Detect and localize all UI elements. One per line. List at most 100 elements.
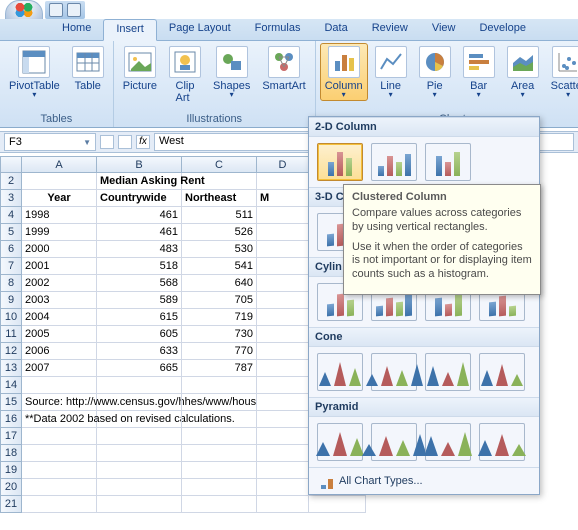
row-header-6[interactable]: 6 <box>0 241 22 258</box>
select-all-corner[interactable] <box>0 156 22 173</box>
cell[interactable]: 640 <box>182 275 257 292</box>
cell[interactable]: 526 <box>182 224 257 241</box>
cell[interactable]: 770 <box>182 343 257 360</box>
row-header-4[interactable]: 4 <box>0 207 22 224</box>
chart-thumb[interactable] <box>425 423 471 461</box>
cell[interactable]: Median Asking Rent <box>97 173 182 190</box>
cell[interactable]: 518 <box>97 258 182 275</box>
smartart-button[interactable]: SmartArt <box>257 43 310 95</box>
cell[interactable]: 1999 <box>22 224 97 241</box>
row-header-14[interactable]: 14 <box>0 377 22 394</box>
cell[interactable]: Year <box>22 190 97 207</box>
row-header-5[interactable]: 5 <box>0 224 22 241</box>
cell[interactable]: 665 <box>97 360 182 377</box>
chart-thumb[interactable] <box>479 423 525 461</box>
row-header-21[interactable]: 21 <box>0 496 22 513</box>
column-header-B[interactable]: B <box>97 156 182 173</box>
cell[interactable]: 2005 <box>22 326 97 343</box>
cell[interactable] <box>257 445 309 462</box>
cell[interactable]: 2000 <box>22 241 97 258</box>
cell[interactable] <box>97 411 182 428</box>
cell[interactable] <box>257 275 309 292</box>
cell[interactable] <box>97 394 182 411</box>
cell[interactable] <box>257 428 309 445</box>
row-header-18[interactable]: 18 <box>0 445 22 462</box>
cell[interactable] <box>22 173 97 190</box>
row-header-8[interactable]: 8 <box>0 275 22 292</box>
bar-button[interactable]: Bar▾ <box>458 43 500 101</box>
scatter-button[interactable]: Scatter▾ <box>546 43 578 101</box>
row-header-11[interactable]: 11 <box>0 326 22 343</box>
cell[interactable] <box>22 496 97 513</box>
row-header-10[interactable]: 10 <box>0 309 22 326</box>
clipart-button[interactable]: ClipArt <box>164 43 206 107</box>
cell[interactable]: 2007 <box>22 360 97 377</box>
cell[interactable]: 2002 <box>22 275 97 292</box>
cell[interactable]: 633 <box>97 343 182 360</box>
chart-thumb[interactable] <box>317 423 363 461</box>
office-button[interactable] <box>5 0 43 20</box>
cell[interactable] <box>257 207 309 224</box>
column-button[interactable]: Column▾ <box>320 43 368 101</box>
all-chart-types-button[interactable]: All Chart Types... <box>309 467 539 494</box>
row-header-20[interactable]: 20 <box>0 479 22 496</box>
cell[interactable] <box>182 445 257 462</box>
cell[interactable]: Countrywide <box>97 190 182 207</box>
cell[interactable]: 461 <box>97 224 182 241</box>
enter-icon[interactable] <box>118 135 132 149</box>
cell[interactable]: 511 <box>182 207 257 224</box>
cell[interactable]: 2004 <box>22 309 97 326</box>
chart-thumb[interactable] <box>371 353 417 391</box>
column-header-D[interactable]: D <box>257 156 309 173</box>
row-header-9[interactable]: 9 <box>0 292 22 309</box>
ribbon-tab-review[interactable]: Review <box>360 19 420 40</box>
cell[interactable] <box>182 411 257 428</box>
cell[interactable]: M <box>257 190 309 207</box>
cell[interactable] <box>257 241 309 258</box>
pie-button[interactable]: Pie▾ <box>414 43 456 101</box>
cell[interactable]: Source: http://www.census.gov/hhes/www/h… <box>22 394 97 411</box>
cell[interactable] <box>182 173 257 190</box>
row-header-12[interactable]: 12 <box>0 343 22 360</box>
cell[interactable] <box>257 394 309 411</box>
cell[interactable] <box>22 377 97 394</box>
cell[interactable]: 615 <box>97 309 182 326</box>
name-box[interactable]: F3 ▼ <box>4 133 96 151</box>
cell[interactable]: 530 <box>182 241 257 258</box>
column-header-C[interactable]: C <box>182 156 257 173</box>
cell[interactable]: 461 <box>97 207 182 224</box>
cell[interactable] <box>22 479 97 496</box>
cell[interactable] <box>97 479 182 496</box>
ribbon-tab-data[interactable]: Data <box>312 19 359 40</box>
cell[interactable] <box>257 309 309 326</box>
chart-thumb[interactable] <box>425 353 471 391</box>
row-header-2[interactable]: 2 <box>0 173 22 190</box>
cell[interactable] <box>257 258 309 275</box>
cell[interactable] <box>257 326 309 343</box>
cell[interactable]: Northeast <box>182 190 257 207</box>
cell[interactable] <box>182 496 257 513</box>
cell[interactable]: 2006 <box>22 343 97 360</box>
qat-undo-icon[interactable] <box>67 3 81 17</box>
cell[interactable] <box>182 394 257 411</box>
cell[interactable]: 719 <box>182 309 257 326</box>
table-button[interactable]: Table <box>67 43 109 95</box>
chevron-down-icon[interactable]: ▼ <box>83 138 91 147</box>
chart-thumb[interactable] <box>425 143 471 181</box>
shapes-button[interactable]: Shapes▾ <box>208 43 255 101</box>
cell[interactable] <box>257 462 309 479</box>
cell[interactable] <box>257 411 309 428</box>
picture-button[interactable]: Picture <box>118 43 162 95</box>
row-header-7[interactable]: 7 <box>0 258 22 275</box>
ribbon-tab-view[interactable]: View <box>420 19 468 40</box>
row-header-3[interactable]: 3 <box>0 190 22 207</box>
row-header-16[interactable]: 16 <box>0 411 22 428</box>
pivottable-button[interactable]: PivotTable▾ <box>4 43 65 101</box>
cell[interactable] <box>182 428 257 445</box>
cell[interactable]: 705 <box>182 292 257 309</box>
chart-thumb[interactable] <box>317 353 363 391</box>
row-header-13[interactable]: 13 <box>0 360 22 377</box>
cell[interactable] <box>257 479 309 496</box>
ribbon-tab-develope[interactable]: Develope <box>467 19 537 40</box>
cell[interactable]: 1998 <box>22 207 97 224</box>
